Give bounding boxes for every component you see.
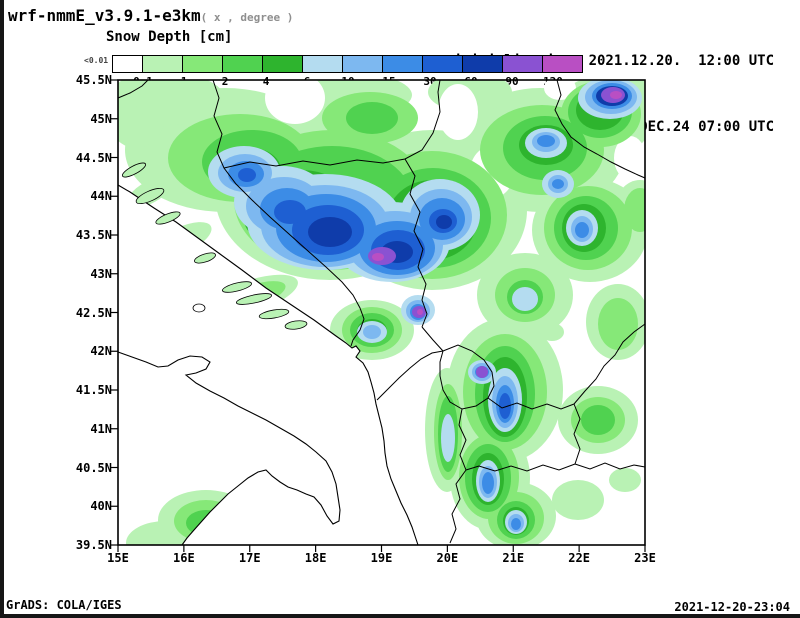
model-title: wrf-nmmE_v3.9.1-e3km( x , degree ) [8, 6, 293, 25]
adriatic-islands [121, 162, 308, 330]
field-title: Snow Depth [cm] [106, 29, 233, 45]
lon-axis-label: 16E [173, 551, 195, 565]
lat-axis-label: 40.5N [75, 460, 112, 475]
contour-level-above-120 [372, 91, 622, 315]
contour-fill-layers [118, 80, 645, 545]
country-borders [117, 79, 646, 544]
lat-axis-label: 43.5N [75, 228, 112, 242]
lon-axis-label: 18E [304, 551, 327, 565]
lat-axis-label: 43N [90, 266, 112, 281]
legend-boundary-label: 2 [221, 75, 229, 88]
legend-min-label: <0.01 [84, 56, 109, 65]
grads-credit: GrADS: COLA/IGES [6, 598, 122, 612]
legend-boundary-label: 4 [262, 75, 270, 88]
lat-axis-label: 45.5N [75, 73, 112, 87]
lat-axis-label: 42.5N [75, 305, 112, 320]
lon-axis-label: 21E [502, 551, 525, 565]
lat-axis-label: 41N [90, 421, 112, 436]
lat-axis-label: 39.5N [75, 538, 112, 552]
lat-axis-label: 40N [90, 499, 112, 514]
axis-ticks [111, 79, 646, 552]
lat-axis-label: 45N [90, 111, 112, 126]
lat-axis-label: 44.5N [75, 150, 112, 165]
page-edge-left [0, 0, 4, 618]
adriatic-east-coastline [117, 184, 419, 546]
model-units-note: ( x , degree ) [200, 11, 294, 24]
legend-swatch-above-120 [542, 55, 583, 73]
colorbar-swatches [112, 55, 583, 73]
lat-axis-label: 41.5N [75, 383, 112, 397]
lon-axis-label: 23E [634, 551, 656, 565]
lon-axis-label: 15E [107, 551, 129, 565]
lon-axis-label: 19E [370, 551, 393, 565]
lon-axis-label: 20E [436, 551, 459, 565]
lat-axis-label: 44N [90, 189, 112, 204]
italy-coastline [117, 351, 341, 546]
page-edge-bottom [0, 614, 800, 618]
lon-axis-label: 17E [238, 551, 261, 565]
model-title-text: wrf-nmmE_v3.9.1-e3km [8, 6, 201, 25]
lat-axis-label: 42N [90, 344, 112, 359]
lon-axis-label: 22E [568, 551, 590, 565]
creation-timestamp: 2021-12-20-23:04 [674, 600, 790, 614]
